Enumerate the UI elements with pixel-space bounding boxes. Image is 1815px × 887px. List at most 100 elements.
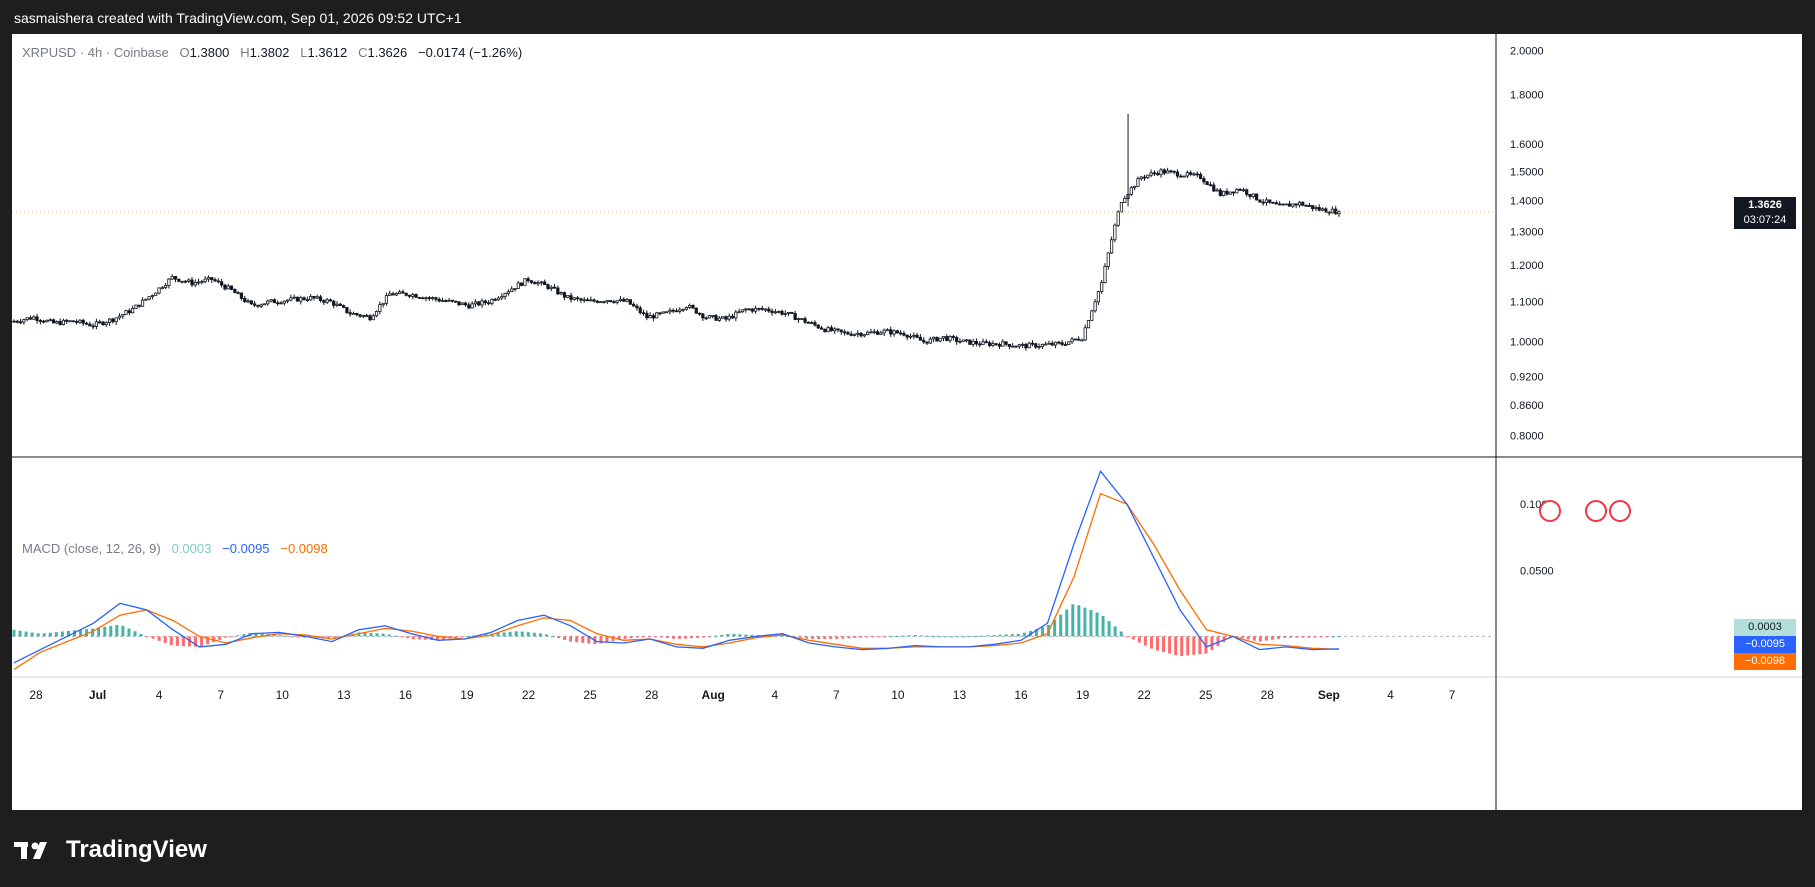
candle-body (658, 312, 662, 315)
candle-body (88, 323, 92, 327)
macd-line (13, 469, 1340, 664)
tradingview-logo-icon (14, 842, 47, 859)
chart-canvas[interactable]: 2.0000 1.8000 1.6000 1.5000 1.4000 1.3000 1.20… (12, 34, 1802, 810)
candle-body (1136, 178, 1140, 187)
candle-body (1175, 171, 1180, 177)
candle-body (506, 291, 511, 294)
candle-body (744, 308, 748, 311)
macd-signal-value: −0.0098 (280, 541, 328, 556)
macd-histogram-bar (103, 626, 107, 637)
candle-body (1063, 344, 1068, 346)
macd-histogram-bar (496, 633, 500, 637)
price-tick-label: 1.3000 (1510, 226, 1544, 238)
macd-histogram-bar (514, 631, 518, 637)
macd-histogram-bar (91, 628, 95, 637)
macd-histogram-bar (242, 634, 246, 637)
candle-body (994, 343, 998, 345)
price-tick-label: 1.6000 (1510, 139, 1544, 151)
candle-body (401, 291, 405, 294)
candle-body (826, 327, 830, 333)
macd-histogram-bar (629, 636, 633, 639)
macd-histogram-bar (1034, 629, 1038, 637)
candle-body (1044, 343, 1048, 346)
macd-histogram-bar (817, 636, 821, 640)
macd-histogram-bar (1041, 627, 1045, 637)
macd-line-badge: −0.0095 (1734, 636, 1796, 653)
candle-body (1215, 189, 1219, 192)
macd-histogram-bar (1210, 636, 1214, 651)
macd-histogram-bar (417, 636, 421, 640)
chart-frame[interactable]: 2.0000 1.8000 1.6000 1.5000 1.4000 1.3000 1.20… (12, 34, 1802, 810)
candle-body (295, 296, 300, 302)
price-badge-value: 1.3626 (1748, 199, 1782, 211)
macd-histogram-bar (387, 634, 391, 637)
candle-body (1116, 211, 1120, 226)
candle-body (1020, 343, 1025, 346)
macd-histogram-bar (254, 632, 258, 637)
macd-histogram-bar (375, 633, 379, 637)
candle-body (305, 299, 309, 302)
candle-body (282, 300, 286, 304)
candle-body (470, 303, 474, 309)
candle-body (513, 288, 517, 290)
candle-body (1142, 176, 1147, 179)
macd-histogram-bar (1095, 612, 1099, 637)
candle-body (599, 301, 603, 304)
candle-body (1258, 199, 1262, 203)
candle-body (32, 316, 36, 320)
candle-body (899, 332, 903, 335)
candle-body (309, 295, 313, 301)
candle-body (503, 293, 507, 297)
candle-body (1281, 203, 1285, 206)
macd-histogram-bar (726, 633, 730, 637)
candle-body (895, 330, 899, 334)
candle-body (1070, 338, 1074, 343)
candle-body (480, 300, 484, 306)
macd-histogram-bar (48, 632, 52, 637)
macd-histogram-bar (1125, 636, 1129, 638)
candle-body (780, 310, 784, 315)
candle-body (1251, 193, 1255, 197)
macd-histogram-bar (829, 636, 833, 640)
macd-histogram-bar (720, 634, 724, 637)
macd-histogram-bar (405, 636, 409, 639)
candle-body (546, 284, 550, 289)
candle-body (691, 304, 695, 309)
candle-body (1011, 345, 1015, 348)
price-tick-label: 1.8000 (1510, 90, 1544, 102)
macd-histogram-bar (1258, 636, 1262, 642)
candle-body (164, 284, 168, 289)
date-tick-label: 22 (1137, 688, 1151, 702)
candle-body (529, 280, 534, 283)
macd-histogram-bar (841, 636, 845, 639)
macd-histogram-bar (1331, 636, 1335, 638)
candle-body (859, 332, 863, 337)
candle-body (467, 304, 471, 309)
candle-body (434, 297, 438, 300)
candle-body (1320, 208, 1325, 211)
us-event-flag-icon[interactable] (1585, 500, 1607, 522)
candle-body (51, 319, 56, 324)
macd-histogram-bar (944, 636, 948, 638)
candle-body (516, 282, 520, 289)
low-value: 1.3612 (307, 45, 348, 60)
macd-histogram-bar (278, 635, 282, 637)
candle-body (526, 278, 530, 282)
us-event-flag-icon[interactable] (1609, 500, 1631, 522)
candle-body (345, 306, 349, 314)
us-event-flag-icon[interactable] (1539, 500, 1561, 522)
candle-body (12, 320, 16, 323)
candle-body (157, 287, 161, 294)
macd-histogram-bar (1270, 636, 1274, 640)
candle-body (1030, 342, 1035, 345)
candle-body (1271, 201, 1275, 204)
macd-histogram-bar (42, 633, 46, 637)
candle-body (842, 331, 847, 334)
price-tick-label: 1.2000 (1510, 260, 1544, 272)
candle-body (111, 318, 115, 323)
candle-body (213, 279, 217, 282)
candle-body (1327, 211, 1331, 214)
price-tick-label: 1.0000 (1510, 337, 1544, 349)
candle-body (315, 296, 319, 299)
candle-body (1166, 170, 1170, 174)
